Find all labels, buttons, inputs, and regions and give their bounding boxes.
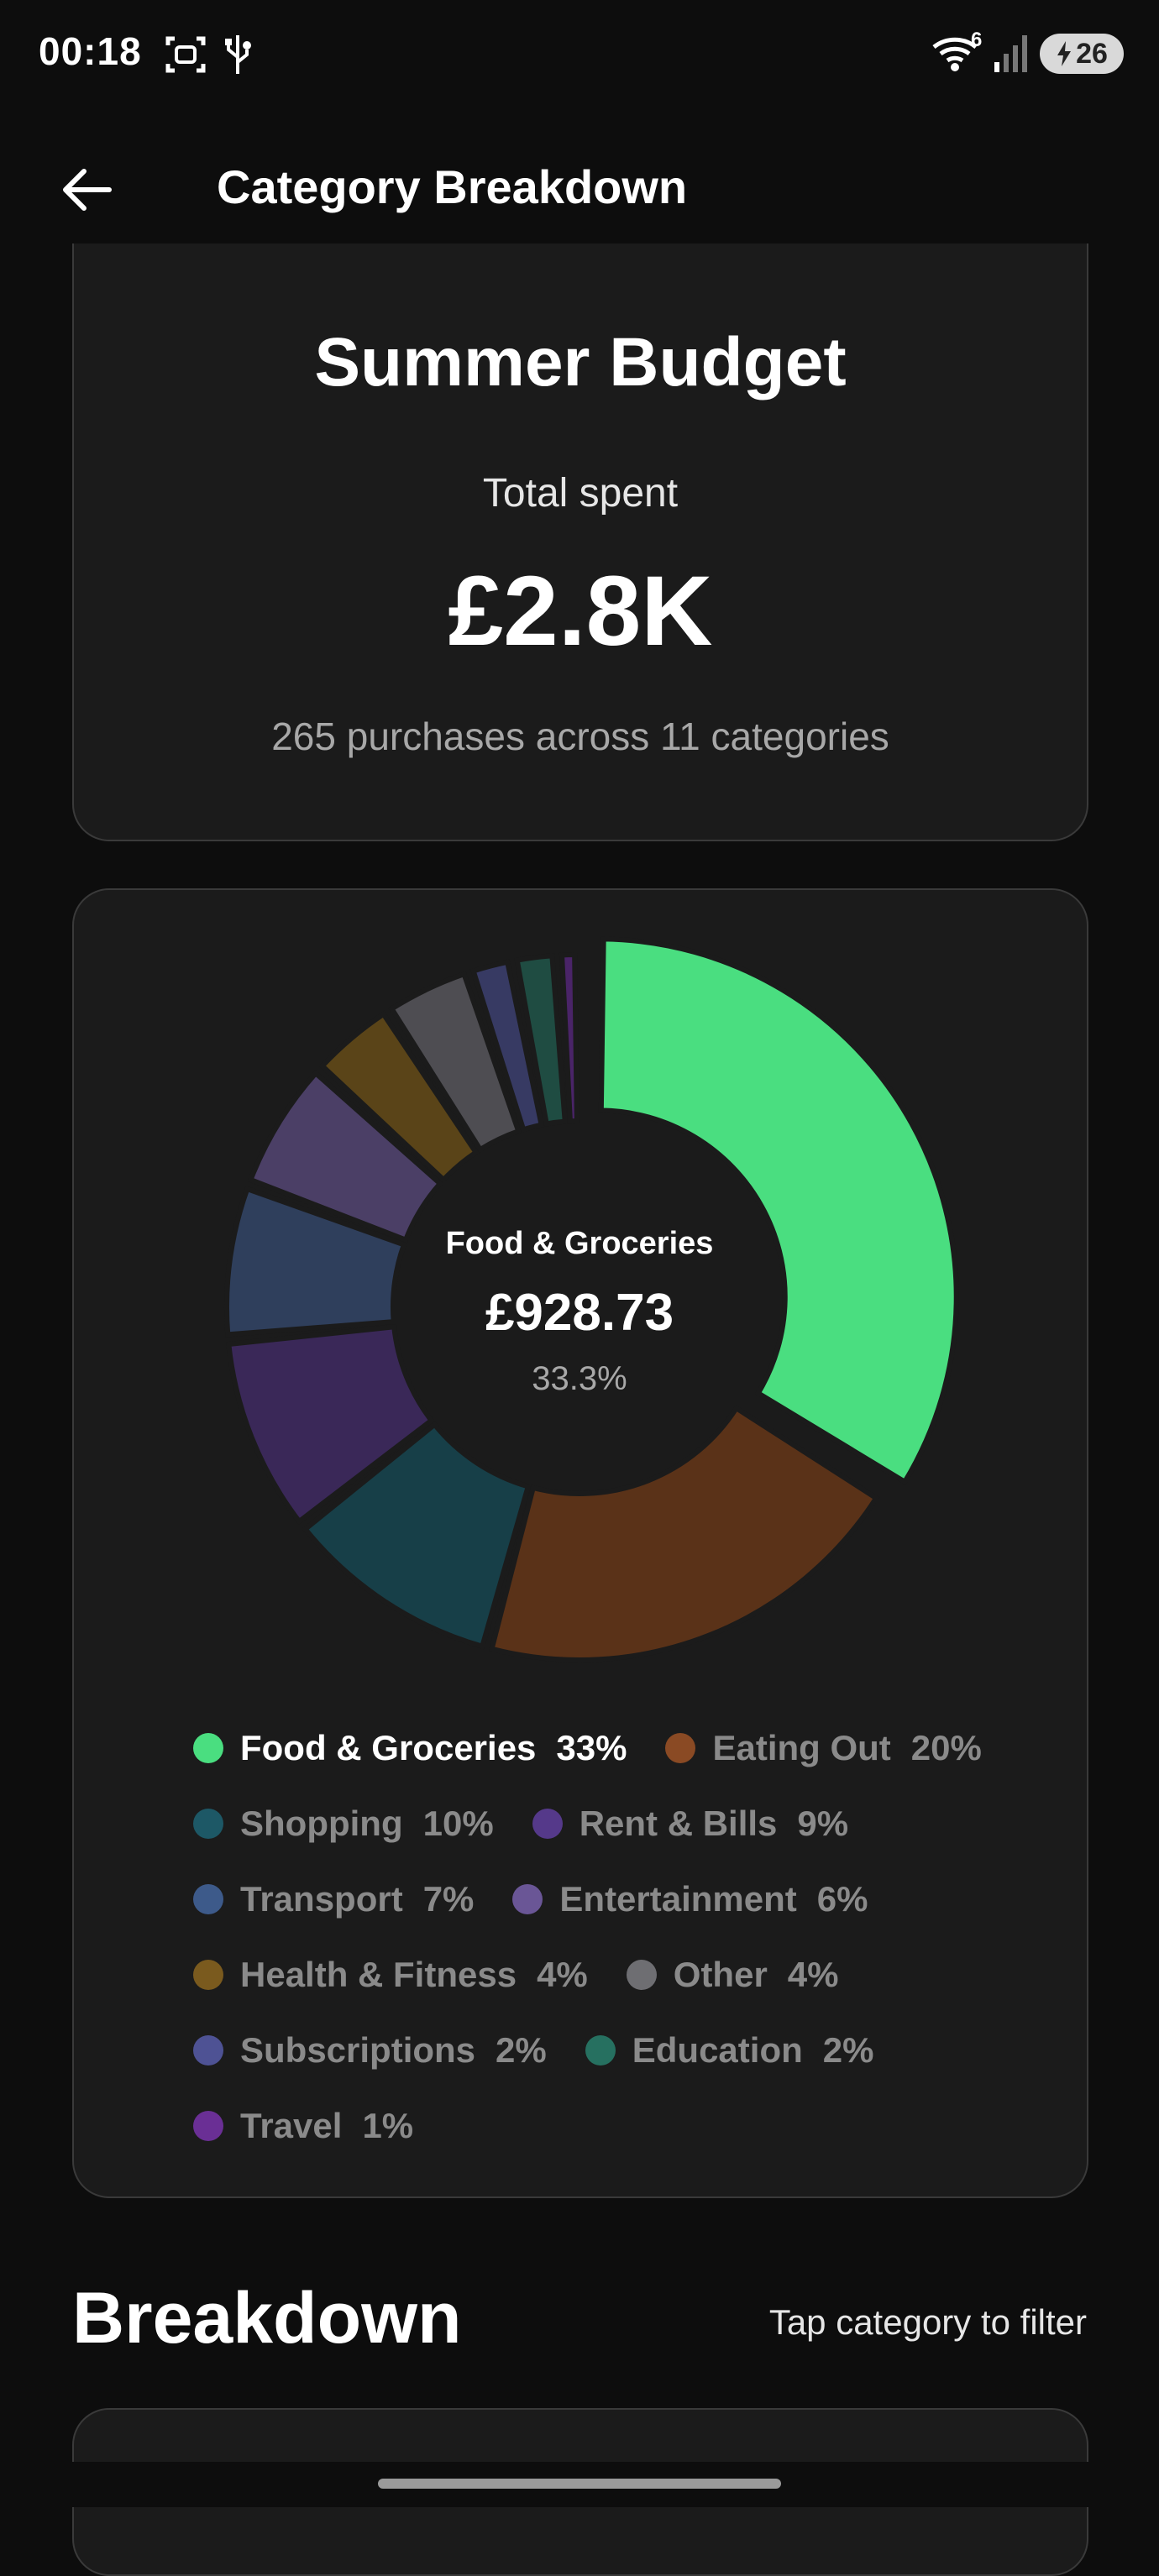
screenshot-icon [165,36,206,73]
donut-slice-entertainment[interactable] [247,1069,444,1243]
legend-percent: 4% [787,1955,839,1994]
usb-icon [225,35,251,74]
legend-percent: 2% [822,2030,874,2070]
wifi-badge: 6 [971,29,983,51]
page-title: Category Breakdown [217,160,688,213]
legend-percent: 33% [556,1728,627,1767]
arrow-left-icon [63,169,112,211]
breakdown-title: Breakdown [72,2278,462,2359]
legend-color-dot [665,1733,696,1763]
legend-percent: 1% [362,2106,414,2145]
summary-card: Summer Budget Total spent £2.8K 265 purc… [72,243,1088,841]
legend-label: Other [673,1955,768,1994]
donut-slice-other[interactable] [388,971,522,1154]
legend-label: Education [632,2030,803,2070]
legend-color-dot [585,2035,616,2066]
legend-item-entertainment[interactable]: Entertainment 6% [512,1879,868,1919]
back-button[interactable] [52,156,119,223]
legend-color-dot [193,2111,223,2141]
wifi-icon [932,37,978,71]
purchases-summary: 265 purchases across 11 categories [271,715,889,758]
battery-level: 26 [1076,37,1108,70]
legend-color-dot [193,1884,223,1914]
legend-percent: 10% [422,1804,494,1843]
legend-row: Transport 7% Entertainment 6% [193,1879,906,1919]
donut-center-percent: 33.3% [532,1360,627,1397]
legend-item-subscriptions[interactable]: Subscriptions 2% [193,2030,547,2071]
legend-label: Travel [240,2106,343,2145]
legend-item-eating-out[interactable]: Eating Out 20% [665,1728,982,1768]
filter-hint: Tap category to filter [768,2302,1087,2342]
legend-color-dot [626,1960,657,1990]
donut-slice-rent-bills[interactable] [226,1323,435,1526]
total-spent-amount: £2.8K [448,556,713,667]
legend-color-dot [512,1884,543,1914]
donut-slice-travel[interactable] [559,951,580,1124]
legend-color-dot [532,1809,563,1839]
battery-charging-icon [1057,41,1072,66]
legend-label: Rent & Bills [579,1804,778,1843]
legend-item-travel[interactable]: Travel 1% [193,2106,413,2146]
legend-item-education[interactable]: Education 2% [585,2030,874,2071]
budget-title: Summer Budget [314,324,847,401]
legend-row: Travel 1% [193,2106,452,2146]
legend-row: Health & Fitness 4% Other 4% [193,1955,878,1995]
legend-label: Entertainment [559,1879,797,1919]
legend-percent: 9% [797,1804,849,1843]
legend-label: Health & Fitness [240,1955,517,1994]
legend-label: Subscriptions [240,2030,476,2070]
legend-item-health-fitness[interactable]: Health & Fitness 4% [193,1955,588,1995]
legend-item-other[interactable]: Other 4% [626,1955,839,1995]
legend-row: Subscriptions 2% Education 2% [193,2030,912,2071]
donut-center-category: Food & Groceries [445,1226,714,1261]
legend-label: Transport [240,1879,403,1919]
donut-center-value: £928.73 [485,1284,674,1342]
legend-row: Shopping 10% Rent & Bills 9% [193,1804,887,1844]
signal-icon [994,35,1027,72]
legend-label: Shopping [240,1804,403,1843]
legend-row: Food & Groceries 33% Eating Out 20% [193,1728,1020,1768]
donut-chart [224,936,959,1662]
donut-slice-health-fitness[interactable] [318,1010,480,1184]
legend-color-dot [193,1960,223,1990]
donut-slice-education[interactable] [514,953,568,1127]
donut-slice-subscriptions[interactable] [469,959,545,1134]
legend-color-dot [193,2035,223,2066]
battery-indicator: 26 [1040,34,1124,74]
home-indicator[interactable] [378,2479,781,2489]
legend-item-food-groceries[interactable]: Food & Groceries 33% [193,1728,627,1768]
total-spent-label: Total spent [482,471,679,516]
legend-percent: 20% [910,1728,982,1767]
donut-slice-food-groceries[interactable] [598,936,959,1485]
legend-percent: 6% [816,1879,868,1919]
legend-item-transport[interactable]: Transport 7% [193,1879,474,1919]
legend-color-dot [193,1809,223,1839]
legend-percent: 2% [496,2030,547,2070]
donut-slice-eating-out[interactable] [488,1404,880,1662]
donut-slice-transport[interactable] [224,1186,407,1338]
legend-color-dot [193,1733,223,1763]
status-time: 00:18 [39,29,142,73]
legend-item-shopping[interactable]: Shopping 10% [193,1804,494,1844]
status-bar: 00:18 6 26 [0,0,1159,109]
legend-percent: 7% [422,1879,475,1919]
legend-label: Food & Groceries [240,1728,537,1767]
donut-slice-shopping[interactable] [302,1421,532,1650]
legend-percent: 4% [537,1955,588,1994]
legend-item-rent-bills[interactable]: Rent & Bills 9% [532,1804,848,1844]
legend-label: Eating Out [712,1728,891,1767]
